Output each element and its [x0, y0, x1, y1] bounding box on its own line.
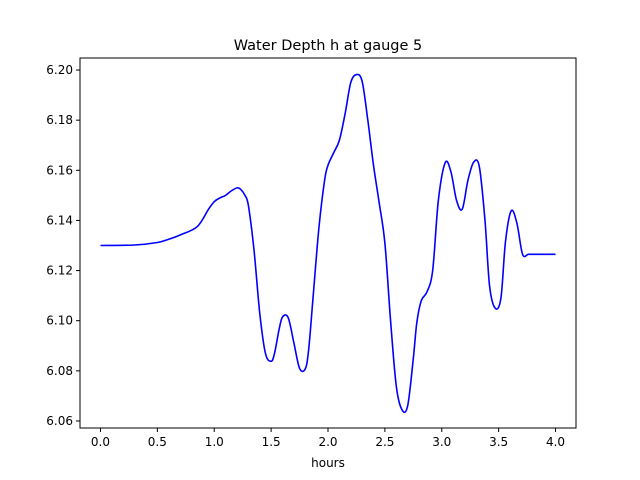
y-tick-label: 6.14 — [46, 213, 73, 227]
y-tick-label: 6.12 — [46, 264, 73, 278]
y-tick-label: 6.10 — [46, 314, 73, 328]
x-axis-label: hours — [311, 456, 345, 470]
x-tick-label: 2.0 — [318, 435, 337, 449]
y-tick-label: 6.06 — [46, 414, 73, 428]
y-tick-label: 6.16 — [46, 163, 73, 177]
chart-title: Water Depth h at gauge 5 — [234, 38, 422, 54]
x-tick-label: 3.5 — [489, 435, 508, 449]
y-axis: 6.06 6.08 6.10 6.12 6.14 6.16 6.18 6.20 — [46, 63, 80, 428]
x-tick-label: 4.0 — [546, 435, 565, 449]
x-tick-label: 3.0 — [432, 435, 451, 449]
x-tick-label: 0.0 — [91, 435, 110, 449]
x-tick-label: 1.5 — [262, 435, 281, 449]
x-tick-label: 2.5 — [375, 435, 394, 449]
x-tick-label: 0.5 — [148, 435, 167, 449]
y-tick-label: 6.08 — [46, 364, 73, 378]
x-axis: 0.0 0.5 1.0 1.5 2.0 2.5 3.0 3.5 4.0 — [91, 428, 565, 449]
y-tick-label: 6.20 — [46, 63, 73, 77]
y-tick-label: 6.18 — [46, 113, 73, 127]
x-tick-label: 1.0 — [205, 435, 224, 449]
